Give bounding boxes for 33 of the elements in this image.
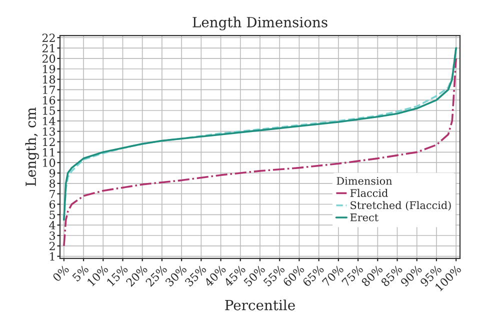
y-tick-label: 6 [50,200,56,209]
y-tick-label: 10 [43,158,56,167]
legend-label: Stretched (Flaccid) [350,201,451,211]
y-tick-label: 8 [50,179,56,188]
y-tick-label: 20 [42,54,56,63]
y-tick-label: 13 [43,127,56,136]
x-tick-label: 5% [72,264,90,282]
x-tick-label: 0% [52,264,70,282]
line-series [63,47,457,221]
y-tick-label: 12 [43,138,55,146]
legend-label: Flaccid [350,188,388,197]
y-tick-label: 4 [49,221,56,230]
y-tick-label: 21 [42,44,54,52]
line-series [63,58,457,247]
y-tick-label: 1 [50,252,54,261]
y-tick-label: 17 [43,86,56,94]
y-tick-label: 16 [43,96,56,104]
y-tick-label: 18 [43,75,56,84]
y-tick-label: 9 [49,168,56,178]
y-tick-label: 2 [50,242,55,250]
y-tick-label: 22 [42,34,55,42]
y-tick-label: 3 [50,231,56,240]
y-tick-label: 5 [50,210,55,220]
y-tick-label: 14 [43,116,56,126]
y-tick-label: 15 [43,106,55,115]
legend-label: Erect [350,214,378,222]
y-tick-label: 7 [50,190,56,198]
y-axis-title: Length, cm [25,108,39,186]
y-tick-label: 11 [43,148,54,156]
x-axis-title: Percentile [225,300,295,310]
legend-title: Dimension [336,176,392,185]
y-tick-label: 19 [43,64,56,74]
chart-title: Length Dimensions [192,16,328,30]
